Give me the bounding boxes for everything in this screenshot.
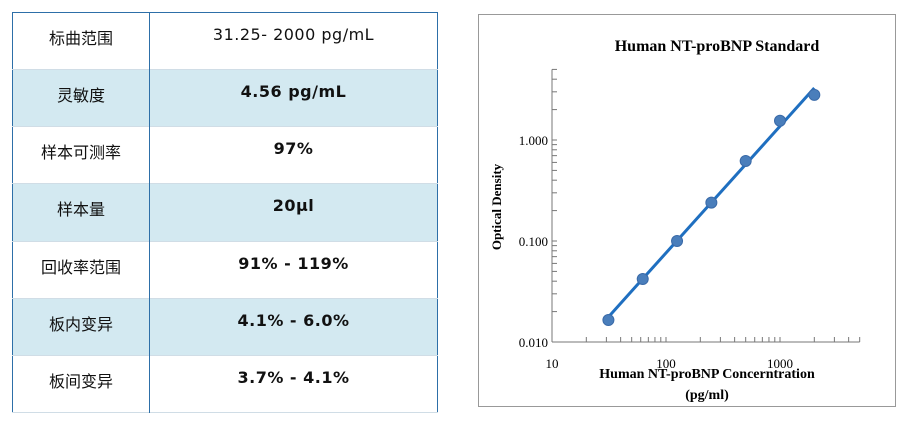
table-row: 样本量 20μl [12, 183, 438, 242]
table-row: 板内变异 4.1% - 6.0% [12, 298, 438, 356]
row-value: 4.1% - 6.0% [149, 298, 438, 356]
row-label: 板间变异 [48, 371, 113, 391]
chart-title: Human NT-proBNP Standard [615, 38, 820, 55]
row-value: 91% - 119% [149, 241, 438, 299]
data-point [671, 235, 684, 247]
row-label: 样本可测率 [40, 143, 121, 163]
data-point [774, 114, 786, 127]
table-row: 标曲范围 31.25- 2000 pg/mL [12, 12, 438, 70]
x-tick-label: 100 [656, 356, 676, 371]
row-label: 标曲范围 [48, 29, 113, 48]
row-value: 97% [149, 126, 438, 184]
x-tick-label: 10 [546, 356, 559, 371]
data-point [602, 314, 615, 327]
x-tick-label: 1000 [767, 356, 793, 371]
data-point [739, 154, 752, 167]
row-value: 4.56 pg/mL [149, 69, 438, 127]
row-value: 20μl [149, 183, 438, 242]
data-point [705, 196, 718, 209]
row-label: 样本量 [56, 200, 105, 220]
x-axis-label: Human NT-proBNP Concerntration [599, 367, 815, 382]
standard-curve-chart: Human NT-proBNP Standard 10 100 1000 0.010 0… [489, 38, 861, 403]
table-row: 板间变异 3.7% - 4.1% [12, 355, 438, 413]
x-axis-unit: (pg/ml) [685, 388, 729, 403]
y-tick-label: 0.100 [519, 234, 548, 249]
data-point [808, 88, 821, 101]
spec-table: 标曲范围 31.25- 2000 pg/mL 灵敏度 4.56 pg/mL 样本可测率 9… [12, 12, 438, 413]
table-row: 回收率范围 91% - 119% [12, 241, 438, 299]
row-value: 3.7% - 4.1% [149, 355, 438, 413]
y-tick-label: 1.000 [519, 133, 548, 148]
chart-frame: Human NT-proBNP Standard 10 100 1000 0.010 0… [478, 14, 896, 407]
y-axis-label: Optical Density [489, 163, 504, 250]
row-value: 31.25- 2000 pg/mL [149, 12, 438, 70]
table-row: 灵敏度 4.56 pg/mL [12, 69, 438, 127]
table-row: 样本可测率 97% [12, 126, 438, 184]
row-label: 板内变异 [48, 314, 113, 334]
row-label: 回收率范围 [40, 257, 121, 277]
y-tick-label: 0.010 [519, 335, 548, 350]
data-point [636, 273, 649, 286]
row-label: 灵敏度 [56, 86, 105, 106]
